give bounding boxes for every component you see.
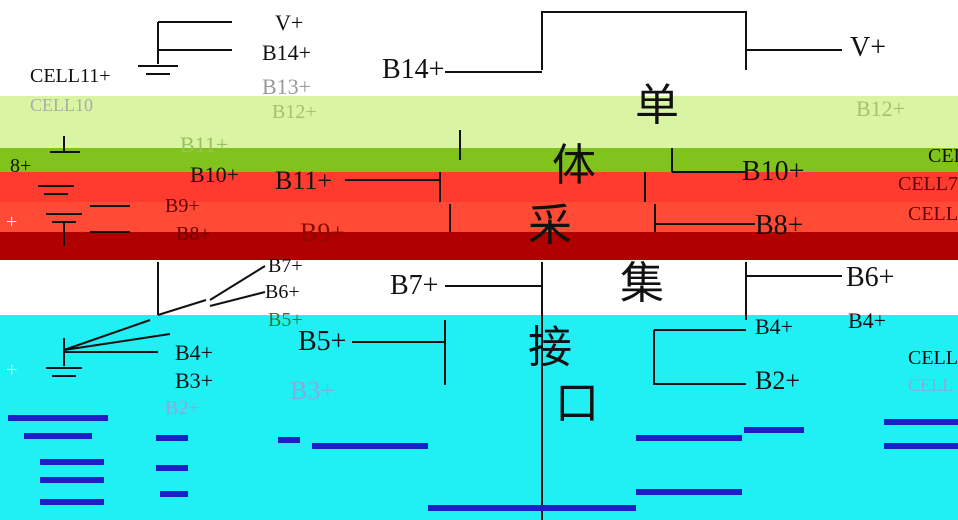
left-label-b4: B4+ <box>175 340 214 365</box>
left-label-b12: B12+ <box>272 101 317 123</box>
chip-char-1: 单 <box>635 80 679 131</box>
left-label-plus-2: + <box>6 359 18 381</box>
chip-outline-top <box>541 11 747 70</box>
chip-char-2: 体 <box>552 140 596 191</box>
chip-right-b8: B8+ <box>755 210 804 241</box>
chip-right-b12: B12+ <box>856 96 906 121</box>
chip-left-b5: B5+ <box>298 326 347 357</box>
band-red <box>0 172 958 202</box>
left-label-b3: B3+ <box>175 368 214 393</box>
band-green <box>0 148 958 172</box>
left-label-8plus: 8+ <box>10 155 32 177</box>
chip-left-b14: B14+ <box>382 54 445 85</box>
band-cyan-lower <box>0 385 958 520</box>
left-label-b13: B13+ <box>262 74 312 99</box>
left-label-b5: B5+ <box>268 309 303 331</box>
band-dark-red <box>0 232 958 260</box>
chip-right-b10: B10+ <box>742 156 805 187</box>
right-cell-4: CELL <box>908 375 953 395</box>
band-cyan-upper <box>0 315 958 385</box>
chip-left-b11: B11+ <box>275 166 333 195</box>
left-label-b2: B2+ <box>165 397 200 419</box>
chip-char-3: 采 <box>528 200 572 251</box>
right-cell-7: CELL7 <box>898 173 958 195</box>
chip-right-b2: B2+ <box>755 366 801 395</box>
left-label-b6: B6+ <box>265 281 300 303</box>
chip-char-6: 口 <box>555 378 599 429</box>
left-label-b7: B7+ <box>268 255 303 277</box>
left-label-b8: B8+ <box>176 223 211 245</box>
right-cell-3: CELL <box>908 347 958 369</box>
chip-left-b9: B9+ <box>300 218 346 247</box>
chip-left-b3: B3+ <box>290 376 336 405</box>
chip-char-4: 集 <box>620 258 664 309</box>
right-cell-1: CELL <box>928 145 958 167</box>
cell10-label: CELL10 <box>30 95 93 115</box>
right-cell-2: CELL <box>908 203 958 225</box>
left-label-vplus: V+ <box>275 10 304 35</box>
chip-left-b7: B7+ <box>390 270 439 301</box>
band-orange-red <box>0 202 958 232</box>
left-label-b14: B14+ <box>262 40 312 65</box>
chip-vplus-label: V+ <box>850 32 887 63</box>
left-label-b10: B10+ <box>190 162 240 187</box>
left-label-b9: B9+ <box>165 195 200 217</box>
chip-right-b6: B6+ <box>846 262 895 293</box>
cell11-label: CELL11+ <box>30 65 111 87</box>
right-other-b4: B4+ <box>848 308 887 333</box>
chip-right-b4: B4+ <box>755 314 794 339</box>
left-label-b11: B11+ <box>180 132 229 157</box>
band-light-green <box>0 96 958 148</box>
left-label-plus-1: + <box>6 211 18 233</box>
chip-char-5: 接 <box>528 322 572 373</box>
